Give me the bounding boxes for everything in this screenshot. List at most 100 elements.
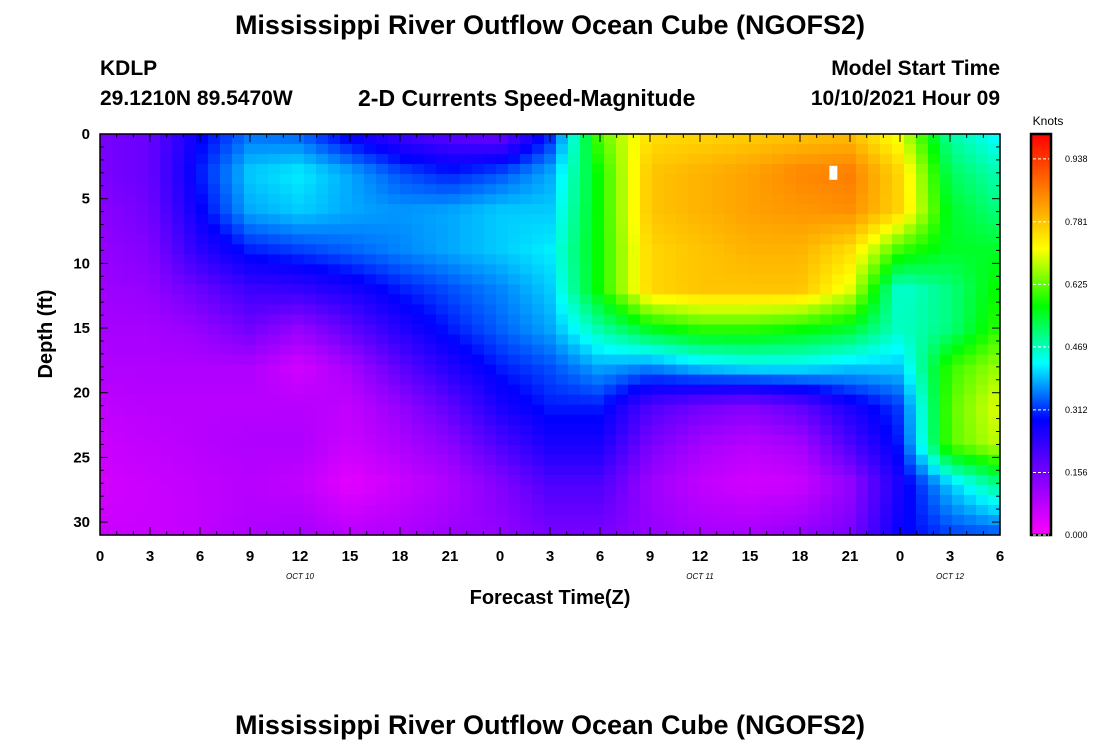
heatmap-cell (952, 274, 965, 285)
heatmap-cell (160, 374, 173, 386)
heatmap-cell (136, 514, 149, 526)
heatmap-cell (772, 354, 785, 366)
heatmap-cell (868, 134, 881, 145)
heatmap-cell (628, 504, 641, 516)
heatmap-cell (160, 414, 173, 426)
heatmap-cell (544, 224, 557, 235)
heatmap-cell (760, 234, 773, 245)
heatmap-cell (340, 384, 353, 396)
heatmap-cell (292, 364, 305, 376)
heatmap-cell (400, 474, 413, 486)
heatmap-cell (808, 154, 821, 165)
heatmap-cell (124, 284, 137, 296)
heatmap-cell (796, 344, 809, 356)
heatmap-cell (280, 254, 293, 265)
heatmap-cell (700, 334, 713, 346)
heatmap-cell (364, 164, 377, 175)
heatmap-cell (292, 444, 305, 456)
heatmap-cell (712, 404, 725, 416)
heatmap-cell (964, 494, 977, 506)
heatmap-cell (700, 164, 713, 175)
heatmap-cell (604, 414, 617, 426)
heatmap-cell (268, 134, 281, 145)
heatmap-cell (160, 314, 173, 326)
heatmap-cell (652, 474, 665, 486)
heatmap-cell (964, 384, 977, 396)
heatmap-cell (316, 364, 329, 376)
heatmap-cell (508, 224, 521, 235)
heatmap-cell (316, 194, 329, 205)
heatmap-cell (436, 274, 449, 285)
heatmap-cell (328, 374, 341, 386)
heatmap-cell (712, 204, 725, 215)
heatmap-cell (328, 384, 341, 396)
heatmap-cell (808, 174, 821, 185)
heatmap-cell (640, 324, 653, 336)
heatmap-cell (172, 234, 185, 245)
heatmap-cell (376, 234, 389, 245)
heatmap-cell (796, 134, 809, 145)
heatmap-cell (724, 294, 737, 306)
heatmap-cell (952, 444, 965, 456)
heatmap-cell (136, 224, 149, 235)
heatmap-cell (700, 514, 713, 526)
heatmap-cell (328, 294, 341, 306)
heatmap-cell (352, 354, 365, 366)
heatmap-cell (352, 144, 365, 155)
heatmap-cell (160, 174, 173, 185)
heatmap-cell (604, 484, 617, 496)
heatmap-cell (892, 484, 905, 496)
heatmap-cell (472, 404, 485, 416)
heatmap-cell (496, 164, 509, 175)
heatmap-cell (424, 174, 437, 185)
heatmap-cell (136, 244, 149, 255)
heatmap-cell (100, 504, 113, 516)
heatmap-cell (352, 224, 365, 235)
heatmap-cell (316, 464, 329, 476)
heatmap-cell (652, 294, 665, 306)
heatmap-cell (568, 294, 581, 306)
heatmap-cell (160, 524, 173, 536)
heatmap-cell (964, 334, 977, 346)
heatmap-cell (184, 474, 197, 486)
heatmap-cell (820, 514, 833, 526)
heatmap-cell (664, 304, 677, 316)
heatmap-cell (964, 484, 977, 496)
heatmap-cell (124, 464, 137, 476)
heatmap-cell (388, 184, 401, 195)
heatmap-cell (136, 314, 149, 326)
heatmap-cell (280, 294, 293, 306)
heatmap-cell (616, 314, 629, 326)
heatmap-cell (100, 444, 113, 456)
heatmap-cell (148, 334, 161, 346)
heatmap-cell (556, 444, 569, 456)
heatmap-cell (928, 294, 941, 306)
heatmap-cell (760, 374, 773, 386)
heatmap-cell (748, 434, 761, 446)
heatmap-cell (736, 234, 749, 245)
heatmap-cell (292, 284, 305, 296)
heatmap-cell (652, 224, 665, 235)
heatmap-cell (736, 464, 749, 476)
heatmap-cell (628, 144, 641, 155)
heatmap-cell (784, 424, 797, 436)
heatmap-cell (688, 174, 701, 185)
heatmap-cell (772, 344, 785, 356)
heatmap-cell (352, 324, 365, 336)
heatmap-cell (232, 384, 245, 396)
heatmap-cell (568, 374, 581, 386)
heatmap-cell (748, 484, 761, 496)
heatmap-cell (232, 444, 245, 456)
heatmap-cell (820, 454, 833, 466)
heatmap-cell (472, 344, 485, 356)
heatmap-cell (280, 154, 293, 165)
heatmap-cell (172, 294, 185, 306)
colorbar-tick-label: 0.938 (1065, 154, 1088, 164)
heatmap-cell (688, 224, 701, 235)
heatmap-cell (448, 404, 461, 416)
heatmap-cell (868, 224, 881, 235)
heatmap-cell (196, 154, 209, 165)
heatmap-cell (916, 384, 929, 396)
heatmap-cell (532, 484, 545, 496)
heatmap-cell (892, 434, 905, 446)
